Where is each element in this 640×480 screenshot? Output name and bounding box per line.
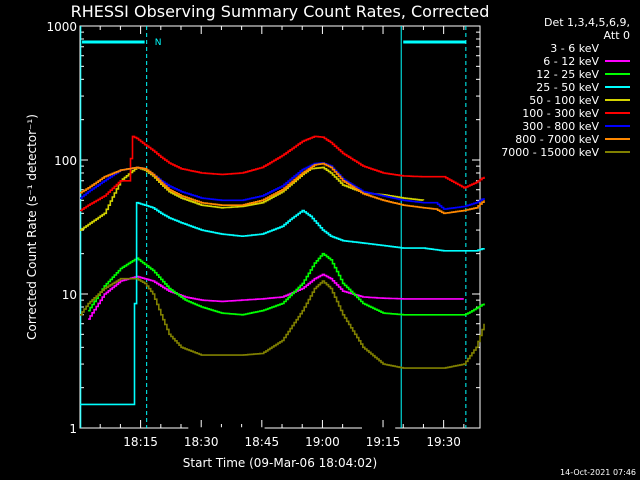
legend-entry-label: 6 - 12 keV	[543, 55, 599, 68]
series-group	[80, 135, 485, 429]
x-tick-label: 19:00	[305, 435, 340, 449]
y-tick-label: 1000	[46, 20, 77, 34]
x-tick-label: 19:15	[366, 435, 401, 449]
legend-entry-label: 800 - 7000 keV	[515, 133, 599, 146]
x-tick-label: 18:45	[245, 435, 280, 449]
y-tick-label: 10	[62, 288, 77, 302]
saa-indicators: N	[80, 26, 467, 428]
x-tick-label: 18:30	[184, 435, 219, 449]
legend-header: Det 1,3,4,5,6,9,	[544, 16, 630, 29]
legend-entry-label: 7000 - 15000 keV	[501, 146, 599, 159]
series-line-6	[80, 162, 485, 210]
legend-entry-label: 50 - 100 keV	[529, 94, 599, 107]
y-axis-label: Corrected Count Rate (s⁻¹ detector⁻¹)	[25, 114, 39, 340]
y-tick-label: 100	[54, 154, 77, 168]
series-line-8	[80, 277, 485, 369]
y-tick-label: 1	[69, 422, 77, 436]
legend-entry-label: 300 - 800 keV	[522, 120, 599, 133]
footer-timestamp: 14-Oct-2021 07:46	[560, 468, 636, 477]
series-line-2	[88, 252, 485, 316]
x-axis-label: Start Time (09-Mar-06 18:04:02)	[183, 456, 377, 470]
chart-title: RHESSI Observing Summary Count Rates, Co…	[71, 2, 490, 21]
series-line-1	[88, 273, 464, 320]
x-tick-label: 18:15	[123, 435, 158, 449]
series-line-7	[80, 162, 485, 215]
legend-header: Att 0	[604, 29, 630, 42]
legend-entry-label: 12 - 25 keV	[536, 68, 599, 81]
series-line-3	[80, 201, 485, 406]
saa-label: N	[155, 38, 162, 48]
x-tick-label: 19:30	[426, 435, 461, 449]
series-line-5	[80, 135, 485, 212]
plot-frame	[79, 25, 481, 429]
series-line-0	[152, 322, 396, 429]
legend-entry-label: 3 - 6 keV	[550, 42, 599, 55]
legend-entry-label: 100 - 300 keV	[522, 107, 599, 120]
legend-entry-label: 25 - 50 keV	[536, 81, 599, 94]
